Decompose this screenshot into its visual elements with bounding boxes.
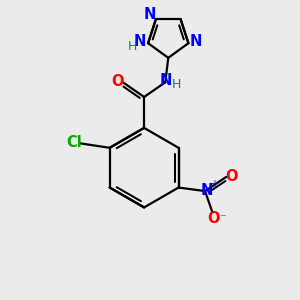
Text: O: O [225,169,238,184]
Text: N: N [160,73,172,88]
Text: H: H [128,40,137,52]
Text: +: + [211,179,218,189]
Text: N: N [200,183,213,198]
Text: N: N [190,34,202,49]
Text: H: H [172,78,181,91]
Text: ⁻: ⁻ [219,212,226,225]
Text: N: N [143,7,155,22]
Text: N: N [134,34,146,49]
Text: O: O [111,74,124,89]
Text: Cl: Cl [66,135,82,150]
Text: O: O [208,211,220,226]
